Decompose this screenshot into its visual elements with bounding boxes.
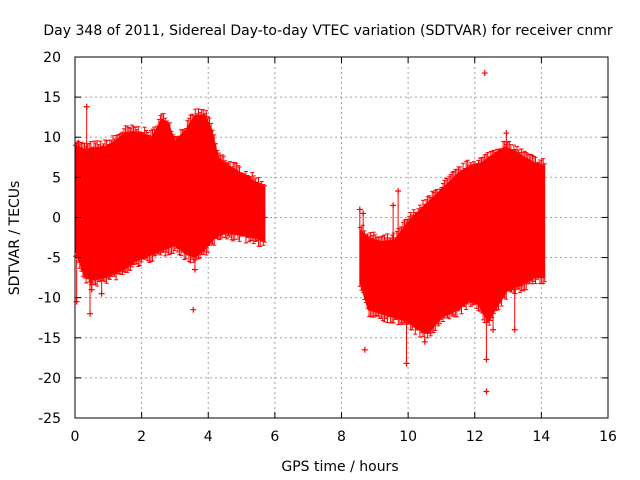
axis-ticks: 0 2 4 6 8 10 12 14 16 -25 -20 -15 -10 -5 0 5 10 15 20 <box>38 50 617 445</box>
chart-title: Day 348 of 2011, Sidereal Day-to-day VTE… <box>43 23 612 39</box>
x-tick-label: 2 <box>137 429 146 445</box>
x-tick-label: 14 <box>532 429 550 445</box>
data-point <box>481 70 488 77</box>
data-point <box>511 326 518 333</box>
data-point <box>356 206 363 213</box>
data-point <box>83 158 90 165</box>
data-point <box>361 346 368 353</box>
data-point <box>86 310 93 317</box>
segment-2 <box>356 70 547 395</box>
x-tick-label: 8 <box>337 429 346 445</box>
error-bar-band <box>74 114 266 281</box>
data-point <box>483 356 490 363</box>
data-point <box>75 139 82 146</box>
data-point <box>508 286 515 293</box>
segment-1 <box>73 103 268 317</box>
data-point <box>416 210 423 217</box>
x-tick-label: 12 <box>466 429 484 445</box>
data-point <box>191 266 198 273</box>
data-layer <box>73 70 547 395</box>
y-tick-label: -20 <box>38 371 61 387</box>
data-point <box>483 388 490 395</box>
y-axis-label: SDTVAR / TECUs <box>7 181 23 296</box>
data-point <box>98 290 105 297</box>
x-tick-label: 0 <box>71 429 80 445</box>
y-tick-label: 0 <box>52 210 61 226</box>
data-point <box>190 306 197 313</box>
y-tick-label: 5 <box>52 170 61 186</box>
x-axis-label: GPS time / hours <box>281 459 398 475</box>
y-tick-label: -10 <box>38 291 61 307</box>
y-tick-label: 10 <box>43 130 61 146</box>
data-point <box>421 338 428 345</box>
y-tick-label: -5 <box>47 251 61 267</box>
x-tick-label: 4 <box>204 429 213 445</box>
x-tick-label: 16 <box>599 429 617 445</box>
data-point <box>360 210 367 217</box>
y-tick-label: 15 <box>43 90 61 106</box>
data-point <box>88 286 95 293</box>
x-tick-label: 6 <box>270 429 279 445</box>
data-point <box>395 187 402 194</box>
y-tick-label: -15 <box>38 331 61 347</box>
x-tick-label: 10 <box>399 429 417 445</box>
y-tick-label: -25 <box>38 411 61 427</box>
y-tick-label: 20 <box>43 50 61 66</box>
data-point <box>403 360 410 367</box>
data-point <box>503 130 510 137</box>
data-point <box>390 202 397 209</box>
data-point <box>261 214 268 221</box>
data-point <box>83 103 90 110</box>
data-point <box>490 326 497 333</box>
